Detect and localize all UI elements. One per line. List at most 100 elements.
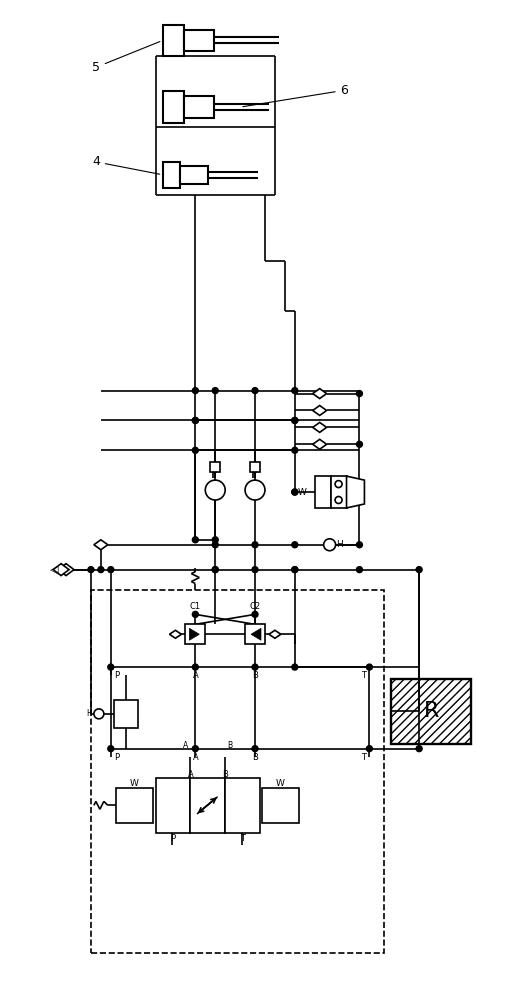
Circle shape bbox=[324, 539, 336, 551]
Bar bbox=[91, 590, 384, 953]
Polygon shape bbox=[313, 406, 327, 415]
Bar bbox=[245, 624, 265, 644]
Text: R: R bbox=[423, 701, 439, 721]
Text: W: W bbox=[129, 779, 138, 788]
Circle shape bbox=[416, 746, 422, 752]
Bar bbox=[162, 162, 180, 188]
Circle shape bbox=[192, 388, 199, 394]
Circle shape bbox=[292, 567, 298, 573]
Bar bbox=[391, 679, 471, 744]
Text: A: A bbox=[192, 753, 198, 762]
Polygon shape bbox=[346, 476, 364, 508]
Circle shape bbox=[108, 664, 114, 670]
Circle shape bbox=[94, 709, 104, 719]
Polygon shape bbox=[313, 389, 327, 399]
Circle shape bbox=[245, 480, 265, 500]
Bar bbox=[225, 778, 260, 833]
Bar bbox=[162, 91, 185, 123]
Text: W: W bbox=[298, 488, 307, 497]
Text: A: A bbox=[192, 671, 198, 680]
Bar bbox=[156, 778, 190, 833]
Circle shape bbox=[108, 746, 114, 752]
Text: P: P bbox=[114, 753, 119, 762]
Bar bbox=[114, 700, 138, 728]
Circle shape bbox=[356, 391, 362, 397]
Circle shape bbox=[416, 567, 422, 573]
Circle shape bbox=[212, 388, 218, 394]
Circle shape bbox=[192, 537, 199, 543]
Circle shape bbox=[252, 664, 258, 670]
Circle shape bbox=[292, 489, 298, 495]
Circle shape bbox=[335, 481, 342, 488]
Bar bbox=[180, 166, 208, 184]
Polygon shape bbox=[58, 564, 74, 576]
Bar bbox=[315, 476, 330, 508]
Polygon shape bbox=[94, 540, 108, 550]
Polygon shape bbox=[170, 630, 181, 638]
Text: T: T bbox=[239, 834, 245, 843]
Text: P: P bbox=[170, 834, 175, 843]
Circle shape bbox=[356, 542, 362, 548]
Text: H: H bbox=[86, 709, 92, 718]
Bar bbox=[185, 30, 214, 51]
Circle shape bbox=[108, 567, 114, 573]
Text: ◁: ◁ bbox=[50, 565, 58, 575]
Circle shape bbox=[252, 611, 258, 617]
Bar bbox=[162, 25, 185, 56]
Polygon shape bbox=[53, 564, 69, 576]
Bar bbox=[250, 462, 260, 472]
Circle shape bbox=[192, 417, 199, 423]
Text: 4: 4 bbox=[92, 155, 160, 174]
Circle shape bbox=[98, 567, 104, 573]
Text: 5: 5 bbox=[92, 42, 160, 74]
Circle shape bbox=[292, 542, 298, 548]
Polygon shape bbox=[269, 630, 281, 638]
Circle shape bbox=[356, 567, 362, 573]
Circle shape bbox=[205, 480, 225, 500]
Circle shape bbox=[292, 417, 298, 423]
Bar bbox=[190, 778, 225, 833]
Circle shape bbox=[292, 447, 298, 453]
Circle shape bbox=[212, 567, 218, 573]
Text: B: B bbox=[227, 741, 232, 750]
Circle shape bbox=[292, 567, 298, 573]
Bar bbox=[186, 624, 205, 644]
Circle shape bbox=[335, 497, 342, 503]
Text: B: B bbox=[252, 753, 258, 762]
Circle shape bbox=[292, 388, 298, 394]
Text: 6: 6 bbox=[243, 84, 348, 107]
Circle shape bbox=[212, 567, 218, 573]
Text: H: H bbox=[336, 540, 343, 549]
Circle shape bbox=[367, 746, 372, 752]
Text: C1: C1 bbox=[190, 602, 201, 611]
Bar bbox=[185, 96, 214, 118]
Circle shape bbox=[367, 664, 372, 670]
Bar bbox=[210, 462, 220, 472]
Text: A: A bbox=[188, 770, 193, 779]
Circle shape bbox=[192, 447, 199, 453]
Polygon shape bbox=[189, 628, 200, 640]
Bar bbox=[262, 788, 299, 823]
Circle shape bbox=[252, 746, 258, 752]
Text: T: T bbox=[361, 671, 367, 680]
Circle shape bbox=[292, 664, 298, 670]
Polygon shape bbox=[313, 422, 327, 432]
Bar bbox=[116, 788, 153, 823]
Text: B: B bbox=[252, 671, 258, 680]
Circle shape bbox=[212, 542, 218, 548]
Circle shape bbox=[356, 441, 362, 447]
Circle shape bbox=[192, 611, 199, 617]
Text: C2: C2 bbox=[250, 602, 261, 611]
Circle shape bbox=[192, 664, 199, 670]
Circle shape bbox=[252, 542, 258, 548]
Text: P: P bbox=[114, 671, 119, 680]
Text: A: A bbox=[183, 741, 188, 750]
Text: B: B bbox=[222, 770, 228, 779]
Circle shape bbox=[192, 746, 199, 752]
Circle shape bbox=[88, 567, 94, 573]
Circle shape bbox=[292, 489, 298, 495]
Polygon shape bbox=[251, 628, 261, 640]
Circle shape bbox=[292, 417, 298, 423]
Circle shape bbox=[192, 417, 199, 423]
Circle shape bbox=[212, 537, 218, 543]
